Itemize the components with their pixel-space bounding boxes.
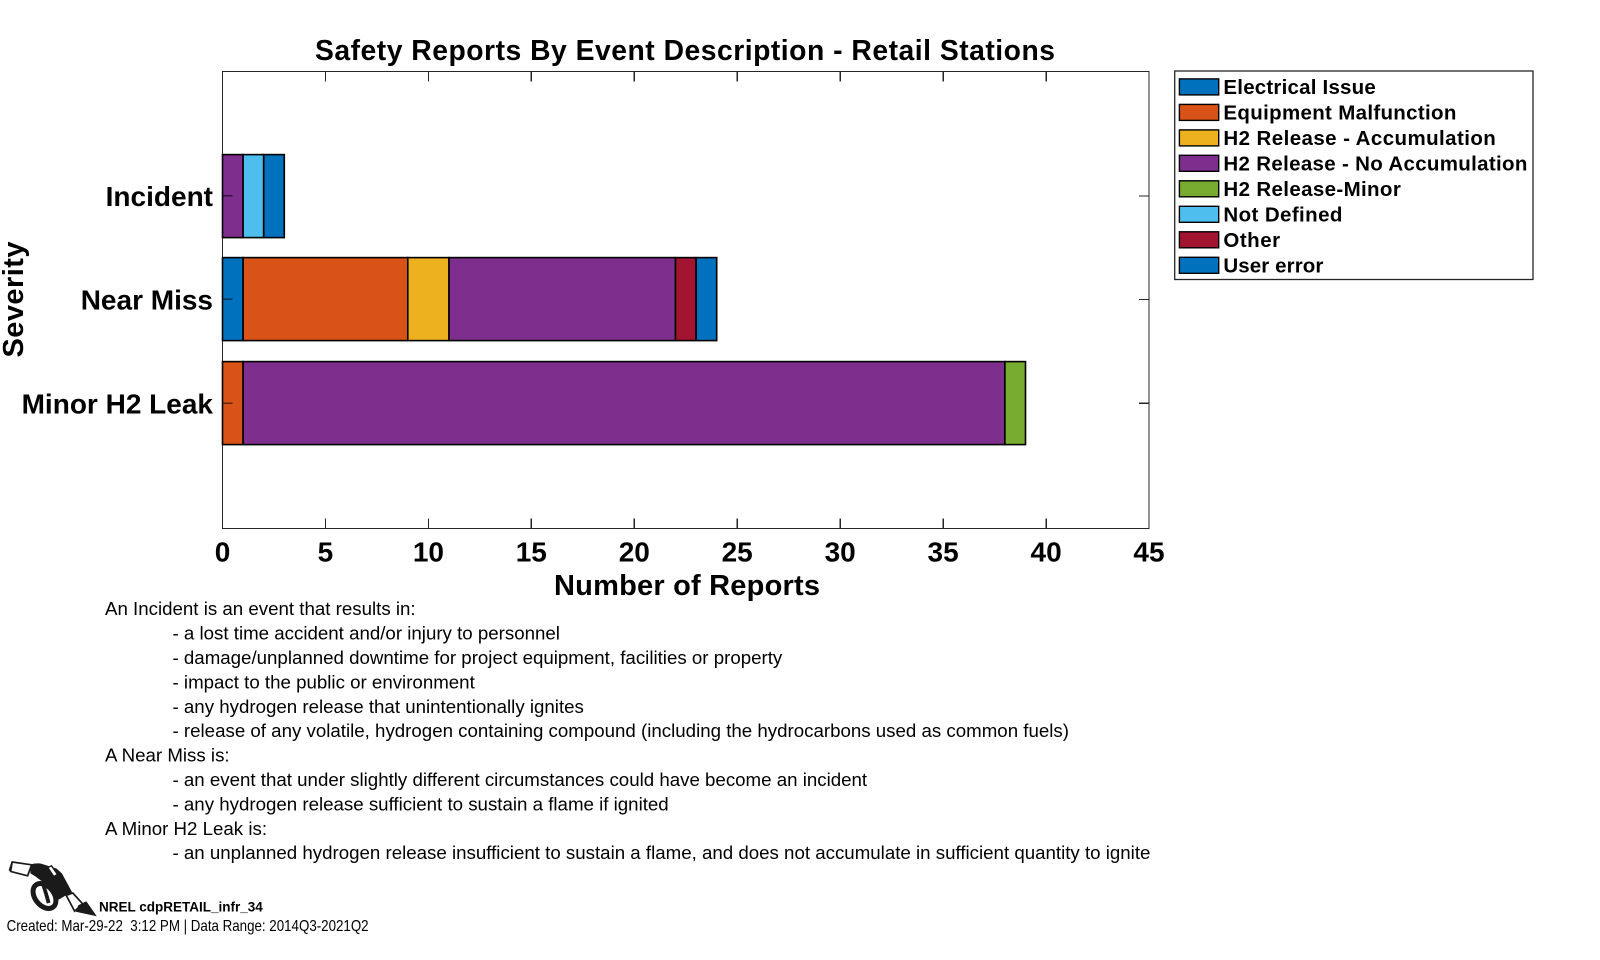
svg-text:15: 15 xyxy=(516,537,547,568)
svg-text:H2 Release - Accumulation: H2 Release - Accumulation xyxy=(1223,127,1495,150)
svg-text:- a lost time accident and/or: - a lost time accident and/or injury to … xyxy=(173,623,560,644)
svg-text:20: 20 xyxy=(619,537,650,568)
svg-text:40: 40 xyxy=(1031,537,1062,568)
svg-text:H2 Release-Minor: H2 Release-Minor xyxy=(1223,178,1400,201)
svg-text:A Near Miss is:: A Near Miss is: xyxy=(105,745,230,766)
svg-text:35: 35 xyxy=(928,537,959,568)
svg-text:Near Miss: Near Miss xyxy=(81,285,213,316)
svg-text:5: 5 xyxy=(318,537,334,568)
svg-text:A Minor H2 Leak is:: A Minor H2 Leak is: xyxy=(105,818,267,839)
svg-text:25: 25 xyxy=(722,537,753,568)
svg-text:- any hydrogen release suffici: - any hydrogen release sufficient to sus… xyxy=(173,793,669,814)
svg-text:- impact to the public or envi: - impact to the public or environment xyxy=(173,671,476,692)
svg-text:User error: User error xyxy=(1223,254,1323,277)
svg-text:Number of Reports: Number of Reports xyxy=(554,570,820,602)
svg-text:Not Defined: Not Defined xyxy=(1223,203,1342,226)
svg-text:NREL cdpRETAIL_infr_34: NREL cdpRETAIL_infr_34 xyxy=(99,899,263,914)
svg-text:45: 45 xyxy=(1133,537,1164,568)
svg-text:Created: Mar-29-22 3:12 PM |: Created: Mar-29-22 3:12 PM | Data Range:… xyxy=(7,918,369,935)
svg-text:Other: Other xyxy=(1223,229,1280,252)
svg-text:Electrical Issue: Electrical Issue xyxy=(1223,76,1375,99)
svg-text:An Incident is an event that r: An Incident is an event that results in: xyxy=(105,598,416,619)
svg-text:Safety Reports By Event Descri: Safety Reports By Event Description - Re… xyxy=(315,34,1055,66)
svg-text:- an event that under slightly: - an event that under slightly different… xyxy=(173,769,868,790)
svg-text:Minor H2 Leak: Minor H2 Leak xyxy=(22,388,214,419)
svg-text:- an unplanned hydrogen releas: - an unplanned hydrogen release insuffic… xyxy=(173,842,1151,863)
svg-text:Severity: Severity xyxy=(0,242,30,358)
svg-text:0: 0 xyxy=(215,537,231,568)
svg-text:30: 30 xyxy=(825,537,856,568)
svg-text:- any hydrogen release that un: - any hydrogen release that unintentiona… xyxy=(173,696,584,717)
svg-text:10: 10 xyxy=(413,537,444,568)
svg-text:Incident: Incident xyxy=(106,181,213,212)
svg-text:- release of any volatile, hyd: - release of any volatile, hydrogen cont… xyxy=(173,720,1069,741)
svg-text:Equipment Malfunction: Equipment Malfunction xyxy=(1223,101,1456,124)
svg-text:H2 Release - No Accumulation: H2 Release - No Accumulation xyxy=(1223,152,1527,175)
svg-text:- damage/unplanned downtime fo: - damage/unplanned downtime for project … xyxy=(173,647,783,668)
